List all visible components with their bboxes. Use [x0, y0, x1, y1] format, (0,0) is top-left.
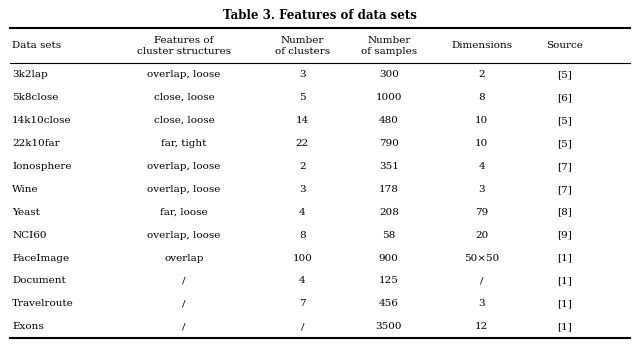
Text: Ionosphere: Ionosphere: [12, 162, 72, 171]
Text: close, loose: close, loose: [154, 116, 214, 125]
Text: 5k8close: 5k8close: [12, 93, 58, 102]
Text: overlap, loose: overlap, loose: [147, 185, 221, 194]
Text: close, loose: close, loose: [154, 93, 214, 102]
Text: Features of
cluster structures: Features of cluster structures: [137, 36, 231, 56]
Text: 300: 300: [379, 70, 399, 79]
Text: NCI60: NCI60: [12, 231, 47, 240]
Text: 22: 22: [296, 139, 309, 148]
Text: 10: 10: [475, 139, 488, 148]
Text: 3: 3: [478, 299, 485, 308]
Text: 8: 8: [478, 93, 485, 102]
Text: Table 3. Features of data sets: Table 3. Features of data sets: [223, 9, 417, 22]
Text: 1000: 1000: [376, 93, 402, 102]
Text: Number
of clusters: Number of clusters: [275, 36, 330, 56]
Text: 100: 100: [292, 254, 312, 263]
Text: /: /: [182, 322, 186, 331]
Text: 50×50: 50×50: [464, 254, 499, 263]
Text: 4: 4: [299, 208, 306, 217]
Text: Document: Document: [12, 277, 66, 286]
Text: 79: 79: [475, 208, 488, 217]
Text: overlap, loose: overlap, loose: [147, 70, 221, 79]
Text: [1]: [1]: [557, 299, 572, 308]
Text: Travelroute: Travelroute: [12, 299, 74, 308]
Text: 790: 790: [379, 139, 399, 148]
Text: overlap, loose: overlap, loose: [147, 162, 221, 171]
Text: [8]: [8]: [557, 208, 572, 217]
Text: 20: 20: [475, 231, 488, 240]
Text: Dimensions: Dimensions: [451, 41, 512, 50]
Text: far, tight: far, tight: [161, 139, 207, 148]
Text: 456: 456: [379, 299, 399, 308]
Text: 7: 7: [299, 299, 306, 308]
Text: 125: 125: [379, 277, 399, 286]
Text: /: /: [301, 322, 304, 331]
Text: 58: 58: [382, 231, 396, 240]
Text: 3k2lap: 3k2lap: [12, 70, 48, 79]
Text: FaceImage: FaceImage: [12, 254, 69, 263]
Text: far, loose: far, loose: [160, 208, 208, 217]
Text: overlap, loose: overlap, loose: [147, 231, 221, 240]
Text: Yeast: Yeast: [12, 208, 40, 217]
Text: 8: 8: [299, 231, 306, 240]
Text: [1]: [1]: [557, 322, 572, 331]
Text: 900: 900: [379, 254, 399, 263]
Text: /: /: [182, 299, 186, 308]
Text: 4: 4: [299, 277, 306, 286]
Text: [5]: [5]: [557, 116, 572, 125]
Text: 2: 2: [299, 162, 306, 171]
Text: [7]: [7]: [557, 185, 572, 194]
Text: 3: 3: [299, 70, 306, 79]
Text: [1]: [1]: [557, 254, 572, 263]
Text: 5: 5: [299, 93, 306, 102]
Text: /: /: [480, 277, 483, 286]
Text: 3: 3: [478, 185, 485, 194]
Text: 3: 3: [299, 185, 306, 194]
Text: 22k10far: 22k10far: [12, 139, 60, 148]
Text: overlap: overlap: [164, 254, 204, 263]
Text: Wine: Wine: [12, 185, 39, 194]
Text: [5]: [5]: [557, 70, 572, 79]
Text: 12: 12: [475, 322, 488, 331]
Text: 208: 208: [379, 208, 399, 217]
Text: Number
of samples: Number of samples: [361, 36, 417, 56]
Text: /: /: [182, 277, 186, 286]
Text: 4: 4: [478, 162, 485, 171]
Text: 480: 480: [379, 116, 399, 125]
Text: Exons: Exons: [12, 322, 44, 331]
Text: 351: 351: [379, 162, 399, 171]
Text: [7]: [7]: [557, 162, 572, 171]
Text: Data sets: Data sets: [12, 41, 61, 50]
Text: 178: 178: [379, 185, 399, 194]
Text: [1]: [1]: [557, 277, 572, 286]
Text: 2: 2: [478, 70, 485, 79]
Text: 14k10close: 14k10close: [12, 116, 72, 125]
Text: [6]: [6]: [557, 93, 572, 102]
Text: Source: Source: [547, 41, 583, 50]
Text: 3500: 3500: [376, 322, 402, 331]
Text: [5]: [5]: [557, 139, 572, 148]
Text: 10: 10: [475, 116, 488, 125]
Text: 14: 14: [296, 116, 309, 125]
Text: [9]: [9]: [557, 231, 572, 240]
